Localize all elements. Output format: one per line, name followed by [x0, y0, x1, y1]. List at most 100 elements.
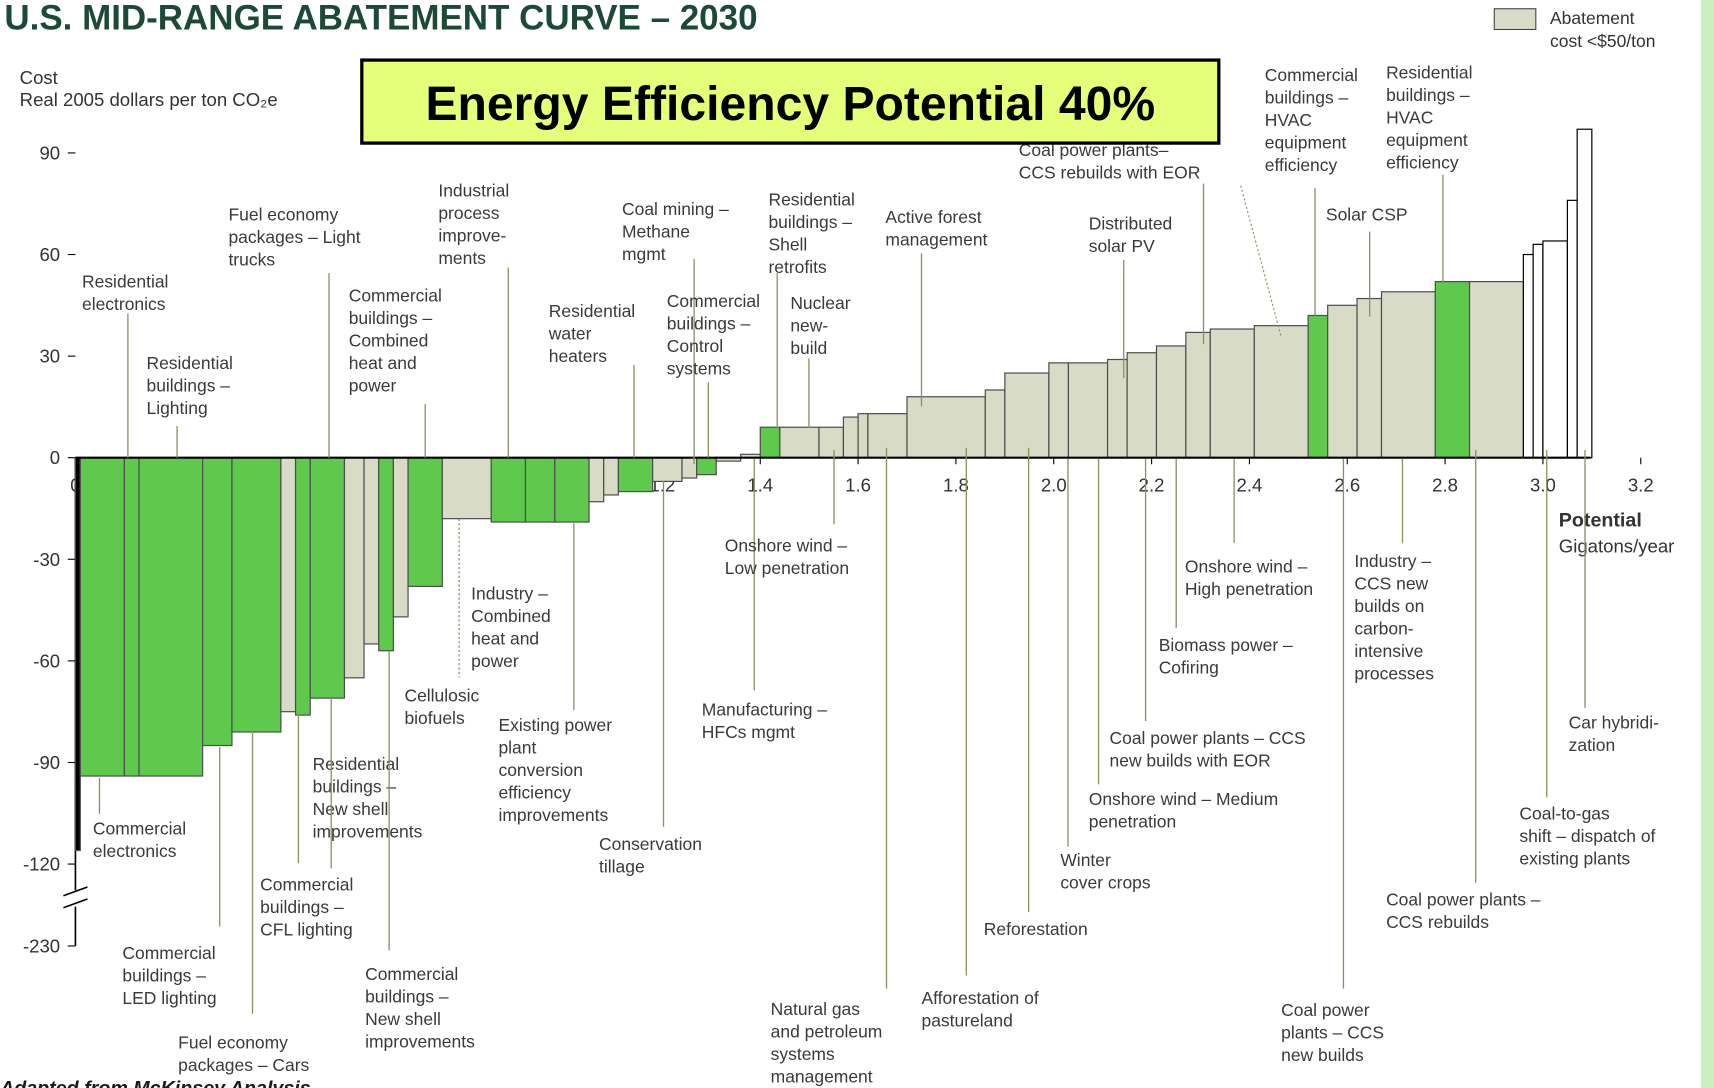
- x-tick-label: 2.4: [1237, 475, 1263, 496]
- bar: [818, 426, 845, 459]
- annotation-label: build: [790, 338, 827, 358]
- legend-label: cost <$50/ton: [1550, 31, 1655, 51]
- annotation-label: packages – Cars: [178, 1055, 309, 1075]
- annotation-label: Combined: [471, 606, 551, 626]
- bar: [652, 457, 683, 483]
- y-tick-label: 60: [39, 244, 60, 265]
- banner-text: Energy Efficiency Potential 40%: [425, 77, 1155, 131]
- bar: [779, 426, 820, 459]
- annotation-label: Coal-to-gas: [1519, 803, 1610, 823]
- annotation-label: Commercial: [365, 964, 458, 984]
- annotation-label: Residential: [146, 353, 232, 373]
- y-tick-label: -120: [23, 854, 60, 875]
- annotation-label: mgmt: [622, 244, 666, 264]
- bar: [363, 457, 380, 645]
- bar: [309, 457, 346, 699]
- annotation-label: power: [349, 376, 397, 396]
- bar: [906, 396, 986, 459]
- annotation-label: Industry –: [1354, 551, 1431, 571]
- annotation-label: biofuels: [404, 708, 464, 728]
- annotation-label: shift – dispatch of: [1519, 826, 1655, 846]
- bar: [524, 457, 556, 523]
- annotation-label: Cellulosic: [404, 685, 479, 705]
- annotation-label: buildings –: [349, 308, 433, 328]
- annotation-label: Onshore wind –: [1185, 556, 1308, 576]
- annotation-label: buildings –: [768, 212, 852, 232]
- annotation-label: electronics: [93, 841, 177, 861]
- bar: [231, 457, 282, 733]
- x-tick-label: 1.4: [747, 475, 773, 496]
- annotation-label: existing plants: [1519, 848, 1630, 868]
- bar: [554, 457, 590, 523]
- annotation-label: packages – Light: [228, 227, 360, 247]
- y-tick-label: -60: [33, 650, 60, 671]
- annotation-label: Residential: [549, 301, 635, 321]
- annotation-label: heat and: [471, 629, 539, 649]
- bar: [857, 413, 869, 459]
- annotation-label: builds on: [1354, 596, 1424, 616]
- x-tick-label: 3.0: [1530, 475, 1556, 496]
- bar: [603, 457, 620, 496]
- axis-break: [63, 886, 88, 897]
- bar: [867, 413, 908, 459]
- annotation-label: Winter: [1060, 850, 1111, 870]
- footer: Adapted from McKinsey Analysis: [0, 1078, 311, 1088]
- bar: [1126, 352, 1158, 459]
- annotation-label: CCS rebuilds with EOR: [1019, 163, 1201, 183]
- annotation-label: heat and: [349, 353, 417, 373]
- annotation-label: penetration: [1089, 812, 1176, 832]
- annotation-label: Coal power plants–: [1019, 140, 1169, 160]
- bar: [1522, 253, 1534, 459]
- annotation-label: HVAC: [1265, 110, 1312, 130]
- annotation-label: buildings –: [1265, 87, 1349, 107]
- annotation-label: Industry –: [471, 584, 548, 604]
- x-axis-subtitle: Gigatons/year: [1559, 536, 1675, 557]
- annotation-label: buildings –: [122, 966, 206, 986]
- annotation-label: new builds: [1281, 1045, 1364, 1065]
- annotation-label: Car hybridi-: [1569, 713, 1659, 733]
- bar: [588, 457, 605, 503]
- bar: [202, 457, 233, 747]
- bar: [123, 457, 140, 777]
- annotation-label: Nuclear: [790, 293, 850, 313]
- x-tick-label: 2.2: [1139, 475, 1165, 496]
- annotation-label: power: [471, 651, 519, 671]
- annotation-label: Commercial: [1265, 65, 1358, 85]
- x-tick-label: 3.2: [1628, 475, 1654, 496]
- annotation-label: buildings –: [365, 986, 449, 1006]
- annotation-label: efficiency: [498, 782, 571, 802]
- bar: [696, 457, 717, 476]
- bar: [280, 457, 297, 713]
- annotation-label: management: [771, 1066, 873, 1086]
- annotation-label: Conservation: [599, 834, 702, 854]
- annotation-label: Lighting: [146, 398, 207, 418]
- annotation-label: efficiency: [1386, 153, 1459, 173]
- annotation-label: Active forest: [885, 207, 981, 227]
- y-axis-subtitle: Real 2005 dollars per ton CO₂e: [20, 89, 278, 110]
- bar: [441, 457, 492, 520]
- bar: [79, 457, 125, 777]
- annotation-label: CCS rebuilds: [1386, 912, 1489, 932]
- bar: [294, 457, 311, 716]
- annotation-label: process: [438, 203, 499, 223]
- annotation-label: Biomass power –: [1159, 635, 1293, 655]
- annotation-label: efficiency: [1265, 155, 1338, 175]
- annotation-pointer: [1240, 185, 1282, 337]
- annotation-label: improvements: [498, 805, 608, 825]
- annotation-label: improvements: [313, 822, 423, 842]
- annotation-label: CFL lighting: [260, 919, 353, 939]
- annotation-label: equipment: [1386, 130, 1468, 150]
- bar: [1209, 328, 1255, 459]
- annotation-label: management: [885, 229, 987, 249]
- bar: [1356, 297, 1383, 459]
- y-tick-label: -90: [33, 752, 60, 773]
- bar: [343, 457, 365, 679]
- annotation-label: Industrial: [438, 181, 509, 201]
- annotation-label: cover crops: [1060, 873, 1151, 893]
- annotation-label: new builds with EOR: [1110, 750, 1271, 770]
- annotation-label: improvements: [365, 1031, 475, 1051]
- annotation-label: Methane: [622, 222, 690, 242]
- bar: [138, 457, 204, 777]
- bar: [74, 457, 81, 852]
